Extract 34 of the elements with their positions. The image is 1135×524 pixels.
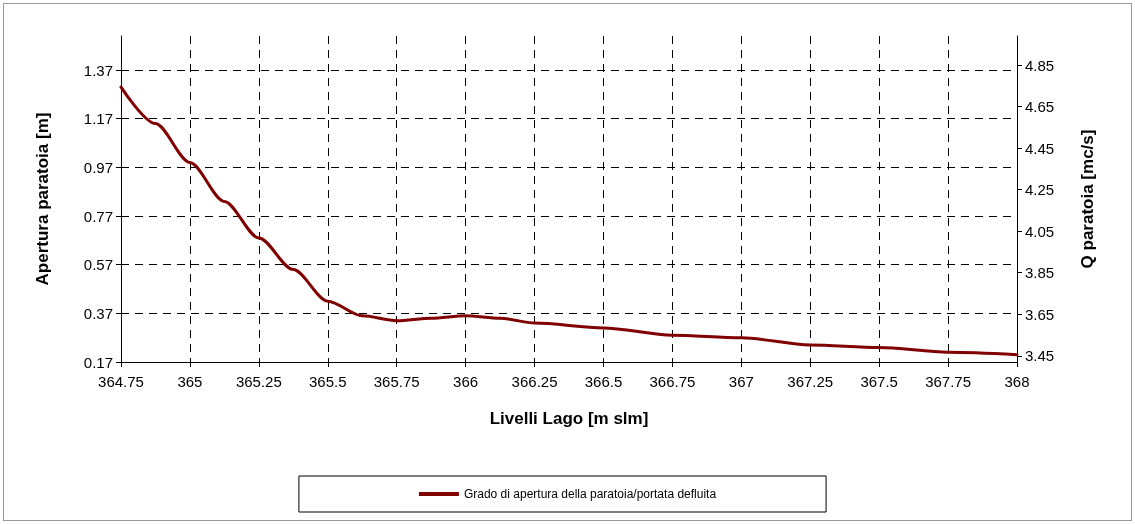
x-tick-label: 365 [177,373,203,390]
x-tick-label: 367 [728,373,754,390]
y-tick-label: 1.17 [83,110,113,128]
y2-tick-label: 4.05 [1025,222,1055,240]
x-tick-label: 365.25 [235,373,282,390]
y2-tick-label: 3.65 [1025,305,1055,323]
y-tick-label: 0.57 [83,256,113,274]
y2-tick-label: 4.65 [1025,98,1055,116]
y2-tick-label: 4.45 [1025,139,1055,157]
y2-tick-label: 3.85 [1025,264,1055,282]
y2-tick-label: 4.85 [1025,56,1055,74]
x-tick-label: 366.25 [511,373,558,390]
y2-tick-label: 4.25 [1025,181,1055,199]
legend-label: Grado di apertura della paratoia/portata defluita [463,487,717,501]
x-axis-title: Livelli Lago [m slm] [489,409,649,428]
y-tick-label: 0.37 [83,304,113,322]
y-tick-label: 1.37 [83,61,113,79]
x-tick-label: 366.5 [584,373,623,390]
y-tick-label: 0.17 [83,353,113,371]
y-tick-label: 0.97 [83,158,113,176]
x-tick-label: 364.75 [98,373,144,390]
y-tick-label: 0.77 [83,207,113,225]
y2-axis-title: Q paratoia [mc/s] [1078,129,1097,269]
x-tick-label: 367.75 [925,373,972,390]
x-tick-label: 366 [453,373,479,390]
x-tick-label: 367.5 [860,373,898,390]
x-tick-label: 365.75 [373,373,420,390]
y-axis-title: Apertura paratoia [m] [33,112,52,286]
x-tick-label: 365.5 [309,373,347,390]
line-series [119,85,1019,357]
x-tick-label: 368 [1004,373,1030,390]
y2-tick-label: 3.45 [1025,347,1055,365]
x-tick-label: 366.75 [649,373,696,390]
x-tick-label: 367.25 [787,373,834,390]
